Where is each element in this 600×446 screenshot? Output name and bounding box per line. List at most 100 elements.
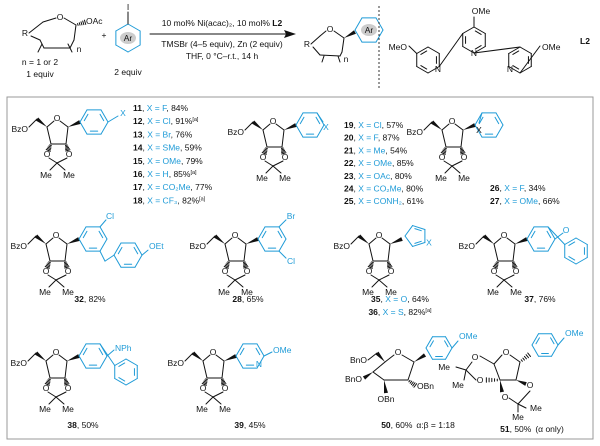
- methyl-label: Me: [438, 362, 450, 372]
- compound-label: 32, 82%: [74, 294, 106, 304]
- bond: [184, 352, 194, 362]
- hash-bond: [45, 381, 51, 385]
- bond: [445, 336, 453, 349]
- hash-bond: [83, 19, 87, 25]
- ring-oxygen: O: [53, 347, 60, 357]
- compound-19-25: O BzO O O Me Me: [227, 116, 297, 183]
- wedge-bond: [357, 234, 369, 244]
- bond: [78, 226, 87, 240]
- bond: [512, 243, 516, 262]
- bond: [134, 242, 143, 256]
- bond: [473, 46, 521, 54]
- selectivity: (α only): [535, 424, 564, 434]
- bond: [299, 116, 305, 125]
- hash-bond: [281, 148, 285, 151]
- hash-bond: [47, 262, 51, 265]
- bond: [64, 360, 68, 379]
- bond: [509, 354, 521, 363]
- bond: [316, 124, 325, 138]
- yield: 59%: [185, 143, 202, 153]
- hash-bond: [371, 261, 374, 264]
- bond: [45, 354, 54, 362]
- acetonide-oxygen: O: [44, 149, 51, 159]
- hash-bond: [46, 380, 51, 383]
- methyl-label: Me: [196, 404, 208, 414]
- bond: [315, 116, 321, 125]
- compound-number: 37: [524, 294, 534, 304]
- bond: [337, 55, 341, 63]
- hash-bond: [221, 380, 226, 383]
- compound-label: 11, X = F, 84%: [133, 103, 189, 113]
- bond: [27, 352, 37, 362]
- compound-number: 22: [344, 158, 354, 168]
- selectivity: α:β = 1:18: [416, 420, 455, 430]
- bond: [42, 17, 57, 23]
- bond: [547, 226, 556, 240]
- yield: 85%: [397, 158, 414, 168]
- footnote-marker: [a]: [199, 196, 206, 202]
- hash-bond: [442, 149, 447, 152]
- wedge-bond: [224, 354, 237, 361]
- bond: [495, 124, 504, 138]
- bond: [278, 238, 287, 252]
- wedge-bond: [362, 372, 373, 380]
- oac-label: OAc: [86, 16, 103, 26]
- wedge-bond: [251, 120, 263, 130]
- bond: [278, 226, 287, 240]
- methyl-label: Me: [487, 287, 499, 297]
- bond: [118, 362, 126, 367]
- substrate-scope-box: [6, 96, 594, 440]
- bond: [420, 50, 428, 55]
- compound-number: 13: [133, 129, 143, 139]
- hash-bond: [243, 265, 248, 268]
- hash-bond: [512, 263, 517, 266]
- hash-bond: [45, 148, 51, 152]
- hash-bond: [65, 146, 70, 149]
- yield: 82%: [182, 195, 199, 205]
- substituent: X = CO₂Me: [147, 182, 190, 192]
- bond: [63, 17, 77, 26]
- hash-bond: [492, 265, 498, 269]
- acetonide-oxygen: O: [461, 152, 468, 162]
- hash-bond: [243, 263, 248, 266]
- hash-bond: [47, 379, 51, 382]
- bond: [295, 124, 304, 138]
- hash-bond: [82, 20, 85, 26]
- bond: [257, 238, 266, 252]
- bond: [46, 126, 52, 145]
- hash-bond: [64, 380, 69, 383]
- bond: [64, 243, 68, 262]
- bond: [45, 243, 51, 262]
- bno-label: BnO: [345, 374, 362, 384]
- bond: [535, 337, 540, 345]
- bzo-label: BzO: [458, 241, 475, 251]
- bond: [255, 347, 261, 356]
- substituent: X = CO₂Me: [358, 184, 401, 194]
- pyridine-ring: [462, 26, 486, 54]
- bond: [275, 123, 285, 131]
- compound-number: 38: [67, 420, 77, 430]
- hash-bond: [281, 149, 286, 152]
- compound-number: 15: [133, 156, 143, 166]
- ar-placeholder: [120, 32, 136, 44]
- hash-bond: [65, 148, 70, 151]
- meo-label: MeO: [389, 42, 408, 52]
- wedge-bond: [384, 380, 388, 394]
- bond: [310, 35, 321, 45]
- compound-label: 26, X = F, 34%: [490, 183, 546, 193]
- methyl-label: Me: [256, 173, 268, 183]
- bond: [414, 240, 422, 244]
- bond: [99, 113, 105, 122]
- substituent: X = Cl: [147, 116, 170, 126]
- hash-bond: [64, 266, 70, 269]
- compound-39: O BzO O O Me Me: [167, 347, 237, 414]
- bond: [262, 123, 271, 131]
- yield: 57%: [386, 120, 403, 130]
- hash-bond: [47, 146, 52, 149]
- bond: [234, 274, 246, 281]
- bond: [512, 65, 520, 70]
- bond: [67, 43, 73, 53]
- ring-oxygen: O: [501, 230, 508, 240]
- bond: [508, 46, 521, 54]
- bond: [134, 254, 143, 268]
